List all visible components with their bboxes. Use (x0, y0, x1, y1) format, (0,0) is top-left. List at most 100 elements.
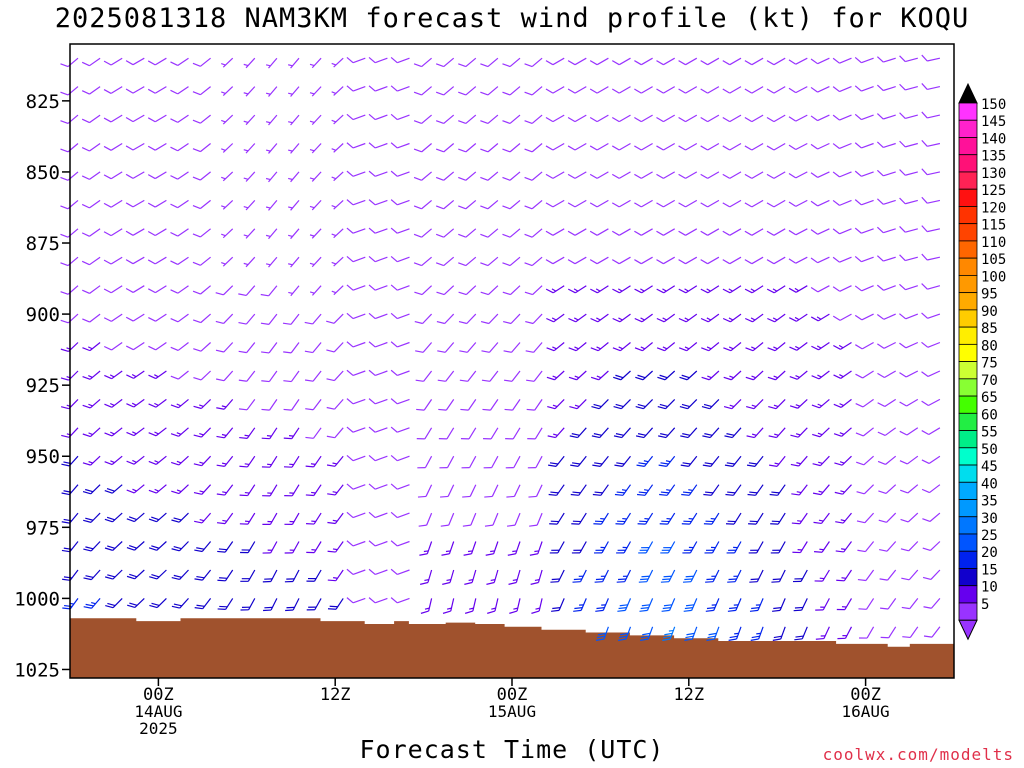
wind-barb (327, 541, 344, 553)
wind-barb (545, 171, 565, 179)
wind-barb (921, 427, 941, 436)
wind-barb (221, 171, 234, 182)
wind-barb (462, 512, 477, 527)
wind-barb (921, 225, 941, 233)
wind-barb (678, 256, 698, 265)
wind-barb (634, 342, 653, 352)
wind-barb (571, 541, 587, 554)
wind-barb (171, 569, 189, 581)
wind-barb (592, 455, 609, 467)
wind-barb (876, 56, 896, 63)
wind-barb (221, 256, 234, 267)
wind-barb (789, 398, 808, 409)
wind-barb (125, 171, 145, 179)
wind-barb (855, 370, 874, 379)
wind-barb (503, 313, 521, 325)
wind-barb (744, 171, 764, 179)
wind-barb (545, 285, 565, 294)
wind-barb (723, 370, 742, 381)
wind-barb (744, 142, 764, 151)
colorbar-label: 130 (981, 166, 1006, 182)
wind-barb (611, 142, 631, 151)
colorbar-label: 135 (981, 149, 1006, 165)
wind-barb (81, 171, 101, 180)
wind-barb (768, 398, 786, 410)
wind-barb (104, 484, 123, 494)
wind-barb (589, 171, 609, 179)
wind-barb (899, 455, 919, 465)
wind-barb (789, 313, 808, 322)
wind-barb (854, 113, 874, 121)
wind-barb (877, 370, 896, 378)
wind-barb (243, 114, 256, 126)
wind-barb (309, 57, 322, 69)
x-tick-label: 16AUG (842, 702, 890, 721)
wind-barb (480, 313, 499, 325)
wind-barb (192, 114, 211, 124)
wind-barb (725, 512, 742, 525)
wind-barb (546, 370, 565, 381)
wind-barb (305, 484, 322, 497)
wind-barb (922, 512, 941, 523)
colorbar-label: 45 (981, 459, 998, 475)
wind-barb (611, 228, 631, 236)
wind-barb (282, 313, 300, 325)
wind-barb (417, 484, 433, 498)
wind-barb (103, 256, 123, 265)
wind-barb (483, 427, 499, 440)
wind-barb (326, 399, 344, 410)
wind-barb (126, 455, 145, 465)
wind-barb (309, 171, 322, 182)
wind-barb (288, 256, 300, 268)
y-tick-label: 950 (26, 446, 60, 468)
wind-barb (390, 540, 410, 547)
wind-barb (326, 342, 344, 353)
wind-barb (700, 57, 720, 66)
wind-barb (413, 86, 432, 96)
wind-barb (638, 541, 654, 554)
colorbar-label: 80 (981, 338, 998, 354)
wind-barb (103, 228, 123, 237)
wind-barb (462, 484, 477, 498)
wind-barb (502, 143, 521, 153)
wind-barb (769, 455, 786, 467)
wind-barb (810, 142, 830, 150)
wind-barb (832, 256, 852, 263)
wind-barb (481, 370, 499, 382)
wind-barb (193, 398, 212, 410)
wind-barb (81, 143, 101, 152)
wind-barb (480, 256, 499, 267)
wind-barb (390, 113, 410, 121)
colorbar-swatch (958, 119, 978, 138)
wind-barb (217, 598, 234, 610)
wind-barb (327, 598, 344, 610)
wind-barb (921, 341, 941, 348)
wind-barb (104, 512, 123, 523)
wind-barb (724, 427, 742, 439)
wind-barb (170, 114, 189, 123)
x-tick-label: 00Z (497, 685, 528, 705)
wind-barb (722, 285, 742, 294)
wind-barb (921, 455, 941, 465)
colorbar-swatch (958, 568, 978, 587)
wind-barb (368, 170, 388, 177)
wind-barb (460, 427, 477, 440)
wind-barb (766, 171, 786, 179)
wind-barb (810, 228, 830, 235)
colorbar-label: 100 (981, 269, 1006, 285)
wind-barb (880, 626, 897, 639)
credit-link[interactable]: coolwx.com/modelts (822, 745, 1014, 764)
wind-barb (788, 228, 808, 236)
wind-barb (700, 86, 720, 94)
colorbar-swatch (958, 602, 978, 621)
wind-barb (546, 313, 565, 323)
wind-barb (832, 142, 852, 150)
wind-barb (170, 199, 189, 209)
wind-barb (744, 199, 764, 208)
colorbar-swatch (958, 447, 978, 466)
wind-barb (856, 455, 874, 466)
wind-barb (486, 569, 499, 585)
wind-barb (346, 597, 366, 604)
wind-barb (149, 597, 167, 609)
wind-barb (508, 569, 521, 585)
